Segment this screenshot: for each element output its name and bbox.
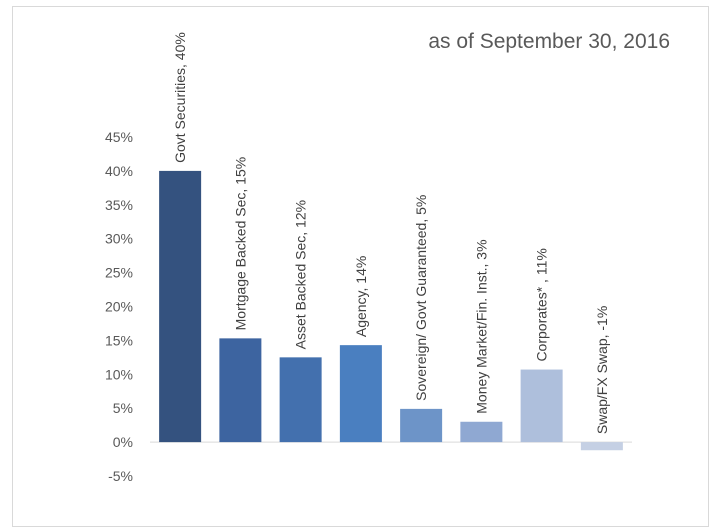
bar [159,170,202,443]
bar [279,357,322,443]
y-tick-label: 5% [113,400,133,416]
y-tick-label: 10% [105,366,133,382]
bar-data-label: Mortgage Backed Sec, 15% [232,157,248,331]
bar [520,369,563,443]
bar-data-label: Swap/FX Swap, -1% [594,306,610,434]
y-tick-label: 45% [105,129,133,145]
bar [339,345,382,443]
bar-data-label: Asset Backed Sec, 12% [293,200,309,349]
chart-title: as of September 30, 2016 [428,30,670,53]
y-tick-label: -5% [108,468,133,484]
bar [400,408,443,443]
bar [580,442,623,451]
bar [460,421,503,443]
bar-data-label: Money Market/Fin. Inst., 3% [473,239,489,413]
bar-data-label: Corporates* , 11% [534,248,550,361]
bar-data-label: Govt Securities, 40% [172,32,188,163]
y-tick-label: 25% [105,265,133,281]
y-tick-label: 35% [105,197,133,213]
bar-data-label: Agency, 14% [353,256,369,337]
bar-data-label: Sovereign/ Govt Guaranteed, 5% [413,195,429,401]
y-tick-label: 40% [105,163,133,179]
y-tick-label: 20% [105,299,133,315]
bar [219,338,262,443]
y-tick-label: 0% [113,434,133,450]
y-tick-label: 30% [105,231,133,247]
y-tick-label: 15% [105,332,133,348]
